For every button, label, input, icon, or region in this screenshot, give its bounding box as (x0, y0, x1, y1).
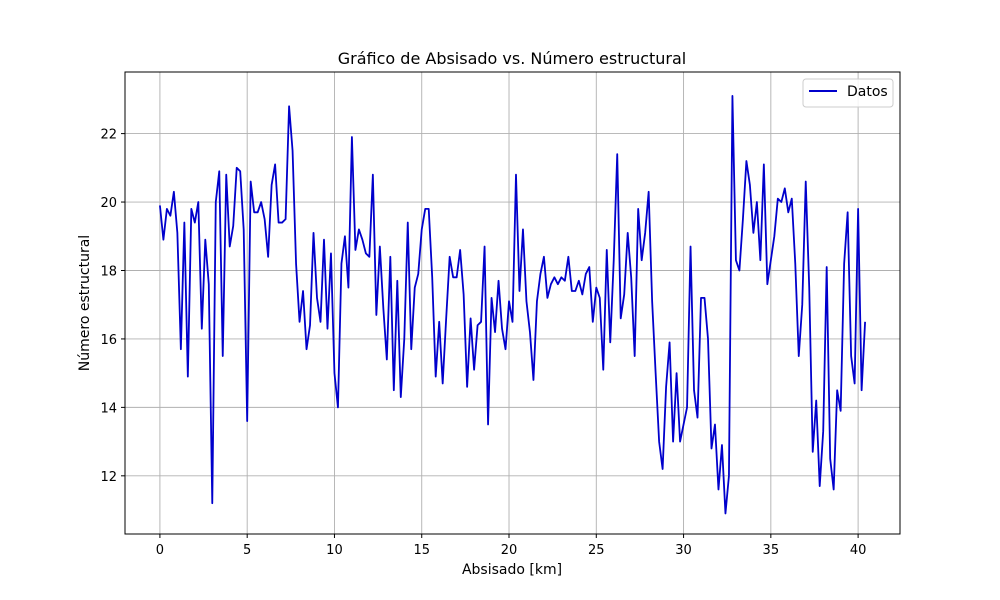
y-tick-label: 14 (100, 401, 117, 416)
x-tick-label: 15 (413, 543, 430, 558)
legend-box (802, 78, 894, 108)
y-axis-label: Número estructural (77, 235, 93, 371)
y-tick-label: 22 (100, 128, 117, 143)
x-tick-label: 40 (850, 543, 867, 558)
x-tick-label: 10 (326, 543, 343, 558)
x-tick-label: 0 (156, 543, 164, 558)
y-tick-label: 16 (100, 333, 117, 348)
series-layer (159, 95, 866, 515)
y-tick-label: 12 (100, 470, 117, 485)
grid (125, 72, 900, 534)
legend: Datos (802, 78, 894, 108)
plot-frame (124, 71, 901, 535)
series-line-datos (159, 95, 866, 515)
y-tick-label: 20 (100, 196, 117, 211)
x-tick-label: 30 (675, 543, 692, 558)
y-axis: 12 14 16 18 20 22 (100, 128, 125, 485)
legend-label-datos: Datos (847, 84, 888, 100)
x-tick-label: 25 (588, 543, 605, 558)
x-tick-label: 20 (501, 543, 518, 558)
x-tick-label: 35 (763, 543, 780, 558)
x-axis: 0 5 10 15 20 25 30 35 40 (156, 534, 867, 558)
chart-title: Gráfico de Absisado vs. Número estructur… (338, 49, 687, 68)
x-axis-label: Absisado [km] (462, 562, 562, 578)
y-tick-label: 18 (100, 264, 117, 279)
x-tick-label: 5 (243, 543, 251, 558)
